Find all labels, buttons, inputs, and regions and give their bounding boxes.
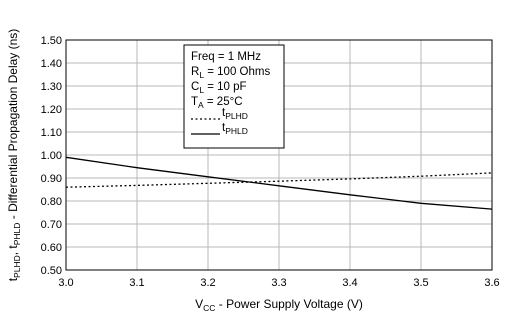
tick-labels: 3.0 3.1 3.2 3.3 3.4 3.5 3.6 0.50 0.60 0.70 0.80 0.9… bbox=[41, 35, 500, 289]
series-line-phld bbox=[65, 156, 493, 210]
y-tick-label: 0.90 bbox=[41, 173, 62, 185]
x-tick-label: 3.4 bbox=[342, 277, 357, 289]
y-tick-label: 1.30 bbox=[41, 81, 62, 93]
plot-area-frame bbox=[65, 39, 493, 271]
y-tick-label: 0.80 bbox=[41, 196, 62, 208]
condition-value: = 25°C bbox=[204, 96, 243, 108]
condition-value: = 10 pF bbox=[204, 81, 247, 93]
legend-frame bbox=[183, 44, 285, 149]
y-axis-title: tPLHD, tPHLD - Differential Propagation … bbox=[6, 29, 22, 282]
x-tick-label: 3.1 bbox=[129, 277, 144, 289]
series-lines bbox=[65, 156, 493, 210]
y-tick-label: 1.10 bbox=[41, 127, 62, 139]
y-tick-label: 0.60 bbox=[41, 242, 62, 254]
legend-label-phld: tPHLD bbox=[222, 122, 248, 136]
condition-text: RL = 100 Ohms bbox=[191, 66, 270, 80]
condition-sub: L bbox=[199, 70, 204, 80]
y-tick-label: 0.50 bbox=[41, 265, 62, 277]
legend-label-plhd: tPLHD bbox=[222, 107, 248, 121]
condition-value: = 100 Ohms bbox=[204, 66, 270, 78]
condition-sub: A bbox=[198, 100, 204, 110]
x-tick-label: 3.2 bbox=[200, 277, 215, 289]
condition-main: C bbox=[191, 81, 199, 93]
x-tick-label: 3.5 bbox=[413, 277, 428, 289]
y-tick-label: 1.20 bbox=[41, 104, 62, 116]
x-axis-title: VCC - Power Supply Voltage (V) bbox=[195, 297, 363, 313]
condition-text: Freq = 1 MHz bbox=[191, 51, 261, 63]
y-tick-label: 1.50 bbox=[41, 35, 62, 47]
x-tick-label: 3.0 bbox=[58, 277, 73, 289]
condition-main: Freq = 1 MHz bbox=[191, 51, 261, 63]
condition-sub: L bbox=[199, 85, 204, 95]
x-tick-label: 3.3 bbox=[271, 277, 286, 289]
condition-text: TA = 25°C bbox=[191, 96, 243, 110]
condition-main: R bbox=[191, 66, 199, 78]
y-tick-label: 1.00 bbox=[41, 150, 62, 162]
y-tick-label: 1.40 bbox=[41, 58, 62, 70]
condition-main: T bbox=[191, 96, 198, 108]
axis-titles: VCC - Power Supply Voltage (V) tPLHD, tPH… bbox=[6, 29, 363, 313]
y-tick-label: 0.70 bbox=[41, 219, 62, 231]
condition-text: CL = 10 pF bbox=[191, 81, 247, 95]
series-line-plhd bbox=[65, 172, 493, 188]
x-tick-label: 3.6 bbox=[484, 277, 499, 289]
